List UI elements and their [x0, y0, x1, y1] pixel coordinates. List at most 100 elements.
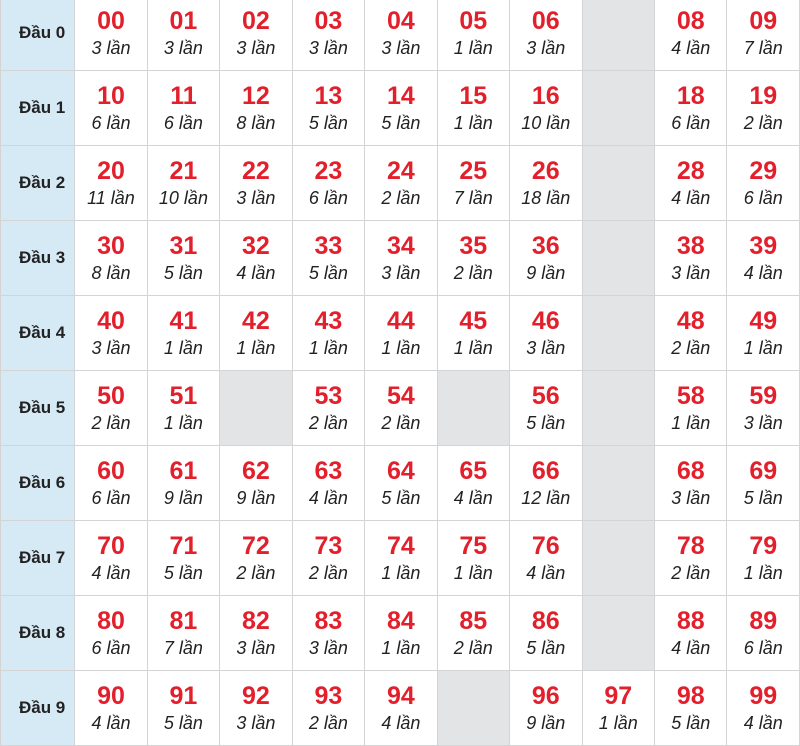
number-cell: 63 4 lần	[291, 445, 366, 521]
occurrence-count: 6 lần	[91, 488, 131, 508]
lottery-number: 56	[531, 382, 560, 410]
occurrence-count: 6 lần	[743, 188, 783, 208]
lottery-number: 94	[386, 682, 415, 710]
lottery-number: 29	[749, 157, 778, 185]
lottery-number: 02	[242, 7, 270, 35]
number-cell: 25 7 lần	[436, 145, 511, 221]
occurrence-count: 3 lần	[308, 38, 348, 58]
number-cell: 82 3 lần	[219, 595, 293, 671]
lottery-number: 96	[531, 682, 560, 710]
occurrence-count: 3 lần	[91, 38, 131, 58]
occurrence-count: 3 lần	[381, 38, 421, 58]
lottery-number: 19	[749, 82, 778, 110]
lottery-number: 74	[386, 532, 415, 560]
lottery-number: 75	[459, 532, 488, 560]
occurrence-count: 1 lần	[236, 338, 276, 358]
lottery-number: 69	[749, 457, 778, 485]
occurrence-count: 4 lần	[671, 188, 711, 208]
number-cell: 86 5 lần	[509, 595, 583, 671]
number-cell: 22 3 lần	[219, 145, 293, 221]
table-row: Đầu 7 70 4 lần 71 5 lần 72 2 lần 73 2 lần 74 1 lần…	[0, 520, 800, 596]
lottery-number: 90	[97, 682, 125, 710]
lottery-number: 30	[97, 232, 125, 260]
lottery-number: 98	[676, 682, 705, 710]
lottery-number: 33	[314, 232, 343, 260]
occurrence-count: 3 lần	[671, 488, 711, 508]
occurrence-count: 1 lần	[163, 338, 203, 358]
occurrence-count: 6 lần	[163, 113, 203, 133]
row-head-label: Đầu 7	[0, 520, 76, 596]
occurrence-count: 1 lần	[453, 563, 493, 583]
number-cell: 01 3 lần	[146, 0, 221, 71]
occurrence-count: 6 lần	[743, 638, 783, 658]
occurrence-count: 2 lần	[453, 263, 493, 283]
number-cell: 89 6 lần	[726, 595, 800, 671]
occurrence-count: 1 lần	[381, 563, 421, 583]
number-cell: 88 4 lần	[653, 595, 728, 671]
row-head-label: Đầu 1	[0, 70, 76, 146]
occurrence-count: 6 lần	[91, 638, 131, 658]
occurrence-count: 9 lần	[526, 263, 566, 283]
lottery-number: 53	[314, 382, 343, 410]
lottery-number: 73	[314, 532, 343, 560]
number-cell: 05 1 lần	[436, 0, 511, 71]
empty-cell	[581, 220, 655, 296]
number-cell: 99 4 lần	[726, 670, 800, 746]
occurrence-count: 3 lần	[381, 263, 421, 283]
occurrence-count: 3 lần	[236, 713, 276, 733]
lottery-number: 49	[749, 307, 778, 335]
occurrence-count: 4 lần	[91, 713, 131, 733]
number-cell: 36 9 lần	[509, 220, 583, 296]
number-cell: 64 5 lần	[364, 445, 438, 521]
occurrence-count: 4 lần	[743, 263, 783, 283]
number-cell: 10 6 lần	[74, 70, 148, 146]
lottery-number: 23	[314, 157, 343, 185]
number-cell: 54 2 lần	[364, 370, 438, 446]
lottery-number: 89	[749, 607, 778, 635]
lottery-number: 10	[97, 82, 125, 110]
number-cell: 70 4 lần	[74, 520, 148, 596]
number-cell: 96 9 lần	[509, 670, 583, 746]
lottery-number: 58	[676, 382, 705, 410]
lottery-number: 13	[314, 82, 343, 110]
lottery-number: 51	[169, 382, 198, 410]
occurrence-count: 1 lần	[743, 338, 783, 358]
number-cell: 72 2 lần	[219, 520, 293, 596]
number-cell: 75 1 lần	[436, 520, 511, 596]
empty-cell	[581, 595, 655, 671]
occurrence-count: 5 lần	[308, 113, 348, 133]
occurrence-count: 4 lần	[526, 563, 566, 583]
lottery-number: 31	[169, 232, 198, 260]
occurrence-count: 10 lần	[158, 188, 208, 208]
lottery-number: 22	[242, 157, 270, 185]
lottery-number: 03	[314, 7, 343, 35]
lottery-number: 50	[97, 382, 125, 410]
number-cell: 83 3 lần	[291, 595, 366, 671]
lottery-number: 45	[459, 307, 488, 335]
lottery-number: 04	[386, 7, 415, 35]
occurrence-count: 4 lần	[236, 263, 276, 283]
occurrence-count: 4 lần	[381, 713, 421, 733]
lottery-number: 99	[749, 682, 778, 710]
number-cell: 65 4 lần	[436, 445, 511, 521]
occurrence-count: 6 lần	[91, 113, 131, 133]
lottery-number: 72	[242, 532, 270, 560]
occurrence-count: 4 lần	[671, 638, 711, 658]
occurrence-count: 5 lần	[163, 713, 203, 733]
table-row: Đầu 3 30 8 lần 31 5 lần 32 4 lần 33 5 lần 34 3 lần…	[0, 220, 800, 296]
number-cell: 74 1 lần	[364, 520, 438, 596]
number-cell: 13 5 lần	[291, 70, 366, 146]
occurrence-count: 6 lần	[671, 113, 711, 133]
row-head-label: Đầu 9	[0, 670, 76, 746]
number-cell: 59 3 lần	[726, 370, 800, 446]
number-cell: 60 6 lần	[74, 445, 148, 521]
occurrence-count: 2 lần	[308, 563, 348, 583]
occurrence-count: 2 lần	[671, 338, 711, 358]
lottery-number: 43	[314, 307, 343, 335]
occurrence-count: 5 lần	[308, 263, 348, 283]
occurrence-count: 1 lần	[381, 338, 421, 358]
occurrence-count: 9 lần	[526, 713, 566, 733]
occurrence-count: 4 lần	[91, 563, 131, 583]
occurrence-count: 8 lần	[91, 263, 131, 283]
number-cell: 26 18 lần	[509, 145, 583, 221]
